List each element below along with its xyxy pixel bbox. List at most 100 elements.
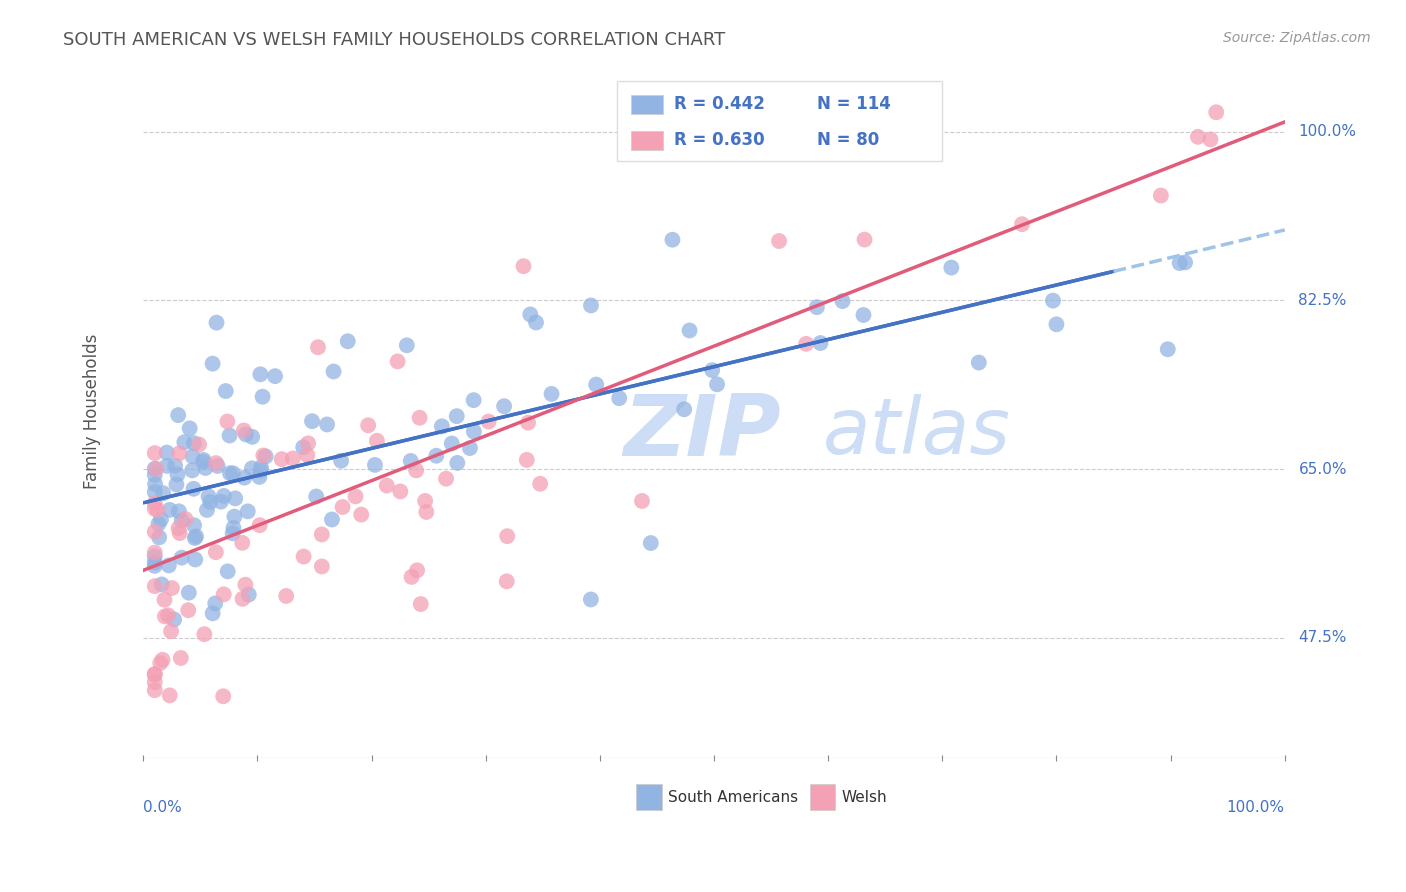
Point bbox=[1045, 318, 1067, 332]
Point bbox=[153, 609, 176, 624]
Text: N = 80: N = 80 bbox=[817, 131, 879, 150]
Point bbox=[706, 377, 728, 392]
Point bbox=[250, 460, 273, 475]
Point bbox=[1157, 343, 1180, 357]
Point bbox=[159, 689, 181, 703]
Point bbox=[321, 512, 343, 526]
Point bbox=[517, 416, 540, 430]
Point bbox=[409, 597, 432, 611]
Point bbox=[156, 445, 179, 459]
Point bbox=[143, 683, 166, 698]
Point bbox=[434, 472, 457, 486]
Point bbox=[143, 558, 166, 573]
Point bbox=[240, 430, 263, 444]
Point bbox=[217, 415, 239, 429]
Point bbox=[188, 437, 211, 451]
Point bbox=[207, 458, 229, 473]
Point bbox=[430, 419, 453, 434]
Point bbox=[301, 414, 323, 428]
Point bbox=[143, 524, 166, 539]
Point bbox=[810, 336, 832, 351]
Point bbox=[316, 417, 339, 432]
Point bbox=[204, 597, 226, 611]
Point bbox=[235, 427, 257, 442]
Point bbox=[413, 494, 436, 508]
Point bbox=[193, 455, 215, 469]
Text: South Americans: South Americans bbox=[668, 789, 799, 805]
Point bbox=[579, 592, 602, 607]
Point bbox=[395, 338, 418, 352]
Point bbox=[249, 368, 271, 382]
Point bbox=[166, 467, 188, 482]
Text: SOUTH AMERICAN VS WELSH FAMILY HOUSEHOLDS CORRELATION CHART: SOUTH AMERICAN VS WELSH FAMILY HOUSEHOLD… bbox=[63, 31, 725, 49]
Point bbox=[585, 377, 607, 392]
Point bbox=[222, 467, 245, 481]
Point bbox=[252, 390, 274, 404]
Point bbox=[1042, 293, 1064, 308]
Point bbox=[276, 589, 298, 603]
Point bbox=[194, 461, 217, 475]
Text: 82.5%: 82.5% bbox=[1299, 293, 1347, 308]
Point bbox=[153, 592, 176, 607]
Point bbox=[212, 489, 235, 503]
Point bbox=[143, 667, 166, 681]
Point bbox=[222, 521, 245, 535]
Point bbox=[344, 490, 367, 504]
Text: 100.0%: 100.0% bbox=[1227, 800, 1285, 815]
Point bbox=[1187, 129, 1209, 144]
Point bbox=[159, 503, 181, 517]
FancyBboxPatch shape bbox=[637, 784, 662, 811]
Point bbox=[440, 436, 463, 450]
Point bbox=[183, 518, 205, 533]
Point bbox=[181, 463, 204, 477]
Point bbox=[270, 452, 292, 467]
Point bbox=[806, 300, 828, 314]
Point bbox=[240, 461, 263, 475]
Text: ZIP: ZIP bbox=[623, 391, 780, 474]
Point bbox=[143, 446, 166, 460]
Point bbox=[143, 461, 166, 475]
Point bbox=[231, 536, 253, 550]
Point bbox=[406, 563, 429, 577]
Point bbox=[967, 355, 990, 369]
Point bbox=[463, 425, 485, 439]
Point bbox=[217, 565, 239, 579]
Point bbox=[350, 508, 373, 522]
Point bbox=[231, 591, 253, 606]
Point bbox=[170, 514, 193, 528]
Text: Family Households: Family Households bbox=[83, 334, 101, 489]
Point bbox=[200, 495, 222, 509]
Point bbox=[143, 485, 166, 500]
Point bbox=[415, 505, 437, 519]
Point bbox=[201, 357, 224, 371]
Point bbox=[215, 384, 238, 398]
Point bbox=[607, 391, 630, 405]
Point bbox=[1168, 256, 1191, 270]
Text: R = 0.442: R = 0.442 bbox=[673, 95, 765, 113]
Point bbox=[143, 496, 166, 510]
Point bbox=[249, 463, 271, 477]
Point bbox=[281, 451, 304, 466]
Point bbox=[160, 581, 183, 595]
Point bbox=[254, 450, 277, 464]
Point bbox=[305, 490, 328, 504]
Text: 65.0%: 65.0% bbox=[1299, 461, 1347, 476]
Point bbox=[249, 518, 271, 533]
Point bbox=[332, 500, 354, 514]
Text: Welsh: Welsh bbox=[842, 789, 887, 805]
Point bbox=[389, 484, 412, 499]
Point bbox=[516, 453, 538, 467]
Point bbox=[678, 323, 700, 337]
Point bbox=[143, 501, 166, 516]
Point bbox=[401, 570, 423, 584]
Point bbox=[399, 454, 422, 468]
Point bbox=[702, 363, 724, 377]
Point bbox=[183, 482, 205, 496]
Point bbox=[150, 577, 173, 591]
Point bbox=[170, 550, 193, 565]
Text: atlas: atlas bbox=[823, 394, 1011, 470]
Point bbox=[446, 409, 468, 424]
Point bbox=[852, 308, 875, 322]
Point bbox=[366, 434, 388, 448]
Point bbox=[540, 387, 562, 401]
